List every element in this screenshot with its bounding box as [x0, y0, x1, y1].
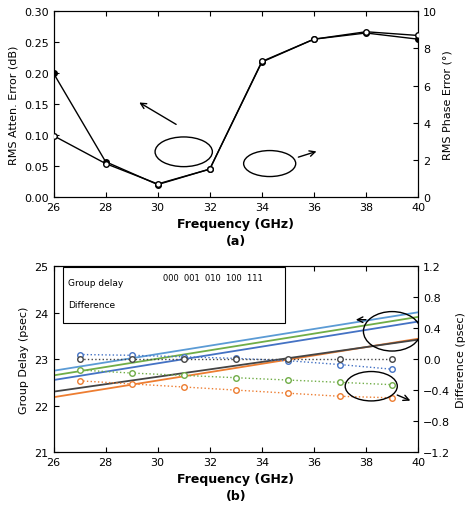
Y-axis label: Difference (psec): Difference (psec): [456, 312, 465, 407]
Text: Group delay: Group delay: [68, 279, 123, 288]
Y-axis label: RMS Phase Error (°): RMS Phase Error (°): [443, 50, 453, 160]
Text: (a): (a): [226, 235, 246, 247]
Y-axis label: RMS Atten. Error (dB): RMS Atten. Error (dB): [9, 45, 18, 164]
X-axis label: Frequency (GHz): Frequency (GHz): [177, 472, 294, 486]
Legend: , , , : , , ,: [155, 296, 203, 304]
FancyBboxPatch shape: [63, 268, 285, 323]
Text: Difference: Difference: [68, 300, 115, 309]
Y-axis label: Group Delay (psec): Group Delay (psec): [19, 306, 29, 413]
Text: (b): (b): [226, 489, 246, 502]
X-axis label: Frequency (GHz): Frequency (GHz): [177, 218, 294, 231]
Text: 000  001  010  100  111: 000 001 010 100 111: [163, 273, 263, 282]
